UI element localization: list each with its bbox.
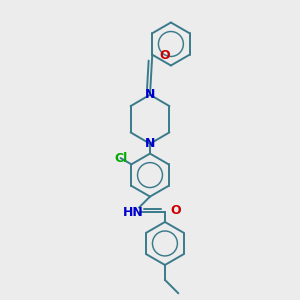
Text: O: O <box>160 49 170 62</box>
Text: HN: HN <box>123 206 144 219</box>
Text: O: O <box>170 204 181 217</box>
Text: N: N <box>145 88 155 101</box>
Text: Cl: Cl <box>114 152 127 165</box>
Text: N: N <box>145 137 155 150</box>
